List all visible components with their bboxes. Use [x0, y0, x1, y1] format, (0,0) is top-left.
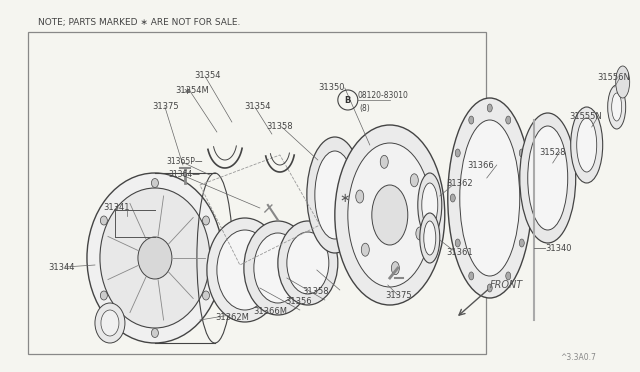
- Ellipse shape: [524, 194, 529, 202]
- Text: ^3.3A0.7: ^3.3A0.7: [560, 353, 596, 362]
- Ellipse shape: [520, 113, 576, 243]
- Ellipse shape: [254, 233, 302, 303]
- Ellipse shape: [608, 85, 626, 129]
- Ellipse shape: [410, 174, 419, 187]
- Ellipse shape: [100, 291, 108, 300]
- Ellipse shape: [152, 179, 159, 187]
- Ellipse shape: [100, 216, 108, 225]
- Ellipse shape: [152, 328, 159, 337]
- Text: 31365P—: 31365P—: [166, 157, 202, 166]
- Text: 08120-83010: 08120-83010: [358, 90, 409, 99]
- Ellipse shape: [244, 221, 312, 315]
- Text: 31350: 31350: [318, 83, 344, 92]
- Text: 31556N: 31556N: [598, 73, 630, 81]
- Ellipse shape: [372, 185, 408, 245]
- Ellipse shape: [468, 272, 474, 280]
- Text: 31555N: 31555N: [570, 112, 602, 121]
- Text: 31366M: 31366M: [253, 308, 287, 317]
- Ellipse shape: [506, 272, 511, 280]
- Ellipse shape: [424, 221, 436, 255]
- Text: 31361: 31361: [447, 247, 474, 257]
- Text: 31366: 31366: [468, 160, 495, 170]
- Text: 31358: 31358: [302, 286, 328, 295]
- Text: 31375: 31375: [385, 291, 412, 299]
- Ellipse shape: [207, 218, 283, 322]
- Text: ∗: ∗: [174, 86, 191, 96]
- Text: B: B: [344, 96, 351, 105]
- Ellipse shape: [391, 262, 399, 275]
- Text: FRONT: FRONT: [490, 280, 523, 290]
- Ellipse shape: [138, 237, 172, 279]
- Ellipse shape: [487, 104, 492, 112]
- Ellipse shape: [451, 194, 455, 202]
- Ellipse shape: [420, 213, 440, 263]
- Ellipse shape: [380, 155, 388, 168]
- Ellipse shape: [577, 118, 596, 172]
- Text: 31354: 31354: [244, 102, 270, 110]
- Ellipse shape: [101, 310, 119, 336]
- Bar: [28, 32, 486, 354]
- Text: 31354M: 31354M: [175, 86, 209, 94]
- Ellipse shape: [287, 232, 329, 294]
- Ellipse shape: [612, 93, 621, 121]
- Text: 31341: 31341: [103, 202, 129, 212]
- Ellipse shape: [487, 284, 492, 292]
- Ellipse shape: [307, 137, 363, 253]
- Ellipse shape: [278, 221, 338, 305]
- Ellipse shape: [348, 143, 432, 287]
- Ellipse shape: [506, 116, 511, 124]
- Ellipse shape: [356, 190, 364, 203]
- Text: 31340: 31340: [546, 244, 572, 253]
- Ellipse shape: [528, 126, 568, 230]
- Ellipse shape: [519, 149, 524, 157]
- Ellipse shape: [335, 125, 445, 305]
- Ellipse shape: [455, 239, 460, 247]
- Ellipse shape: [571, 107, 603, 183]
- Text: 31344: 31344: [48, 263, 74, 273]
- Ellipse shape: [468, 116, 474, 124]
- Ellipse shape: [315, 151, 355, 239]
- Text: NOTE; PARTS MARKED ∗ ARE NOT FOR SALE.: NOTE; PARTS MARKED ∗ ARE NOT FOR SALE.: [38, 17, 241, 26]
- Ellipse shape: [100, 188, 210, 328]
- Ellipse shape: [422, 183, 438, 227]
- Ellipse shape: [448, 98, 532, 298]
- Ellipse shape: [519, 239, 524, 247]
- Ellipse shape: [460, 120, 520, 276]
- Text: 31362M: 31362M: [215, 312, 249, 321]
- Text: ∗: ∗: [340, 192, 350, 205]
- Text: 31354: 31354: [194, 71, 220, 80]
- Ellipse shape: [418, 173, 442, 237]
- Ellipse shape: [202, 291, 209, 300]
- Ellipse shape: [362, 243, 369, 256]
- Ellipse shape: [202, 216, 209, 225]
- Text: 31528: 31528: [540, 148, 566, 157]
- Ellipse shape: [616, 66, 630, 98]
- Ellipse shape: [95, 303, 125, 343]
- Ellipse shape: [416, 227, 424, 240]
- Ellipse shape: [217, 230, 273, 310]
- Text: 31362: 31362: [447, 179, 474, 187]
- Text: 31364—: 31364—: [168, 170, 200, 179]
- Text: (8): (8): [360, 103, 371, 112]
- Ellipse shape: [455, 149, 460, 157]
- Text: 31358: 31358: [266, 122, 292, 131]
- Text: 31375: 31375: [152, 102, 179, 110]
- Ellipse shape: [87, 173, 223, 343]
- Text: 31356: 31356: [285, 296, 312, 305]
